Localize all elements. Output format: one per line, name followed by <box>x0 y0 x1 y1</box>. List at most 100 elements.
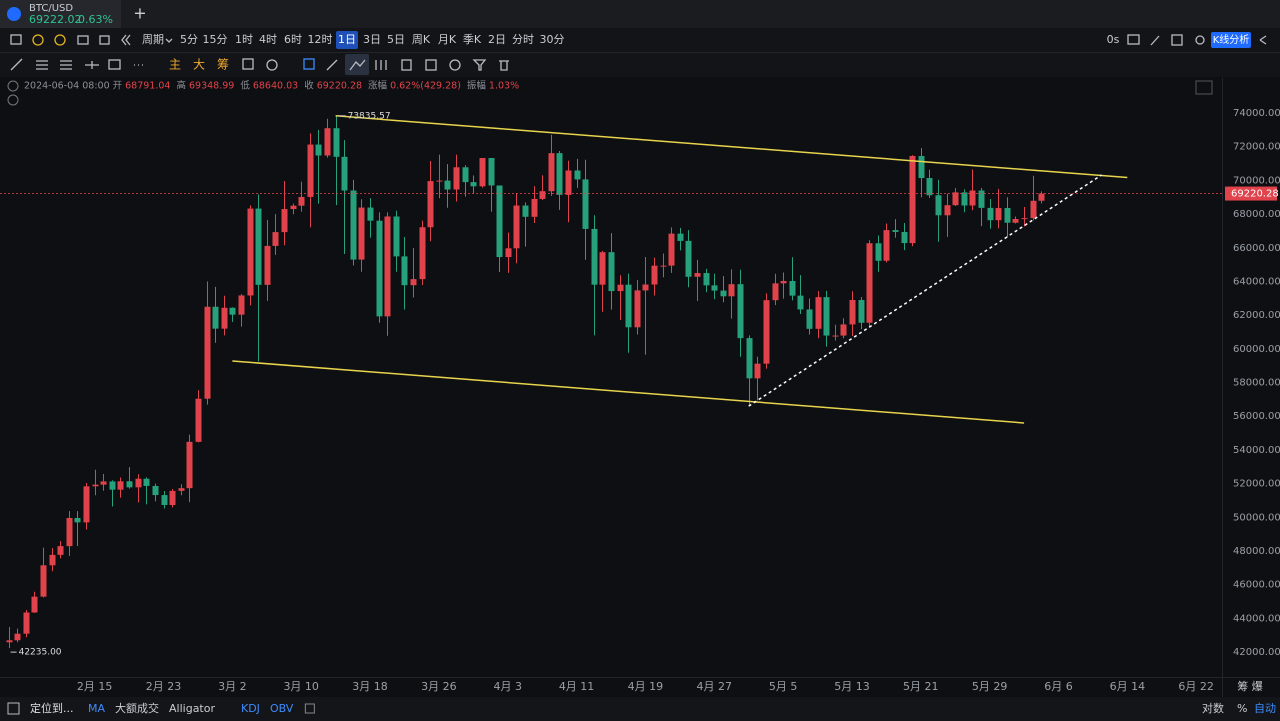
candle-body <box>565 170 572 195</box>
candle-body <box>444 180 451 190</box>
period[interactable]: 1时 <box>235 33 253 46</box>
candle-body <box>969 190 976 206</box>
x-tick-label: 2月 15 <box>77 680 113 693</box>
candle-body <box>229 307 236 315</box>
x-tick-label: 4月 11 <box>559 680 595 693</box>
candle-body <box>31 596 38 613</box>
tab-price: 69222.02 <box>29 13 82 26</box>
tab-bar <box>0 0 1280 28</box>
candle-body <box>987 207 994 221</box>
period[interactable]: 12时 <box>308 33 333 46</box>
info-item: 涨幅 <box>368 80 388 92</box>
analysis-button[interactable] <box>1211 32 1251 48</box>
collapse-icon[interactable] <box>7 80 19 92</box>
candle-body <box>728 284 735 297</box>
trendline <box>232 360 1025 424</box>
period-label[interactable]: 周期 <box>142 33 164 46</box>
draw-tool: 主 <box>169 58 181 72</box>
y-tick-label: 64000.00 <box>1233 276 1280 287</box>
candle-body <box>995 208 1002 221</box>
edit-icon <box>304 703 315 714</box>
x-tick-label: 4月 19 <box>628 680 664 693</box>
candle-body <box>358 207 365 260</box>
locate[interactable]: 定位到... <box>30 701 74 715</box>
candle-body <box>419 227 426 280</box>
candle-body <box>660 265 667 267</box>
candle-body <box>204 306 211 399</box>
settings-icon[interactable] <box>7 94 19 106</box>
candle-body <box>57 546 64 555</box>
candle-body <box>488 158 495 186</box>
add-tab[interactable]: + <box>133 4 146 23</box>
y-tick-label: 68000.00 <box>1233 209 1280 220</box>
high-label: 73835.57 <box>348 111 391 121</box>
candle-body <box>634 290 641 328</box>
candle-body <box>694 273 701 277</box>
candle-body <box>324 128 331 156</box>
indicator: 大额成交 <box>115 701 159 715</box>
period[interactable]: 1日 <box>338 33 356 46</box>
fullscreen-icon[interactable] <box>1195 80 1213 95</box>
candle-body <box>74 517 81 523</box>
candle-body <box>789 280 796 296</box>
candle-body <box>1012 218 1019 223</box>
toolbar-icons <box>10 34 131 46</box>
period[interactable]: 4时 <box>259 33 277 46</box>
candle-body <box>40 565 47 597</box>
period[interactable]: 月K <box>438 33 457 46</box>
candle-body <box>858 300 865 323</box>
period[interactable]: 分时 <box>512 33 534 46</box>
period[interactable]: 6时 <box>284 33 302 46</box>
candle-body <box>393 216 400 257</box>
candle-body <box>238 295 245 315</box>
x-tick-label: 4月 27 <box>697 680 733 693</box>
candle-body <box>470 182 477 187</box>
period[interactable]: 周K <box>412 33 431 46</box>
candle-body <box>806 309 813 329</box>
y-tick-label: 46000.00 <box>1233 580 1280 591</box>
period[interactable]: 5分 <box>180 33 198 46</box>
y-tick-label: 42000.00 <box>1233 647 1280 658</box>
period[interactable]: 30分 <box>540 33 565 46</box>
candle-body <box>453 167 460 190</box>
candle-body <box>608 252 615 292</box>
info-item: 2024-06-04 08:00 <box>24 81 110 92</box>
y-tick-label: 58000.00 <box>1233 378 1280 389</box>
candle-body <box>849 300 856 325</box>
candle-body <box>1021 218 1028 220</box>
candle-body <box>944 205 951 216</box>
active-tool[interactable] <box>345 54 369 75</box>
candle-body <box>14 633 21 641</box>
tab-change: 0.63% <box>78 13 113 26</box>
right-icons <box>1127 34 1267 46</box>
info-item: 收 <box>304 80 314 92</box>
calendar-icon[interactable] <box>7 702 20 715</box>
price-axis <box>1222 78 1280 698</box>
trendline <box>748 174 1102 407</box>
period[interactable]: 5日 <box>387 33 405 46</box>
candle-body <box>961 192 968 206</box>
candle-body <box>1004 208 1011 223</box>
candle-body <box>505 248 512 258</box>
candle-body <box>685 240 692 277</box>
candle-body <box>66 517 73 547</box>
y-tick-label: 54000.00 <box>1233 445 1280 456</box>
candle-body <box>677 233 684 241</box>
candle-body <box>6 640 13 643</box>
candle-body <box>92 484 99 487</box>
candle-body <box>909 155 916 244</box>
period[interactable]: 3日 <box>363 33 381 46</box>
x-tick-label: 6月 6 <box>1044 680 1073 693</box>
candle-body <box>599 252 606 285</box>
info-item: 开 <box>113 81 123 92</box>
candle-body <box>875 243 882 261</box>
candle-body <box>221 307 228 329</box>
period[interactable]: 2日 <box>488 33 506 46</box>
period[interactable]: 季K <box>463 33 482 46</box>
y-tick-label: 70000.00 <box>1233 175 1280 186</box>
x-tick-label: 5月 13 <box>834 680 870 693</box>
period[interactable]: 15分 <box>203 33 228 46</box>
last-price-label: 69220.28 <box>1231 189 1279 200</box>
candle-body <box>350 190 357 260</box>
info-item: 69348.99 <box>189 81 234 92</box>
